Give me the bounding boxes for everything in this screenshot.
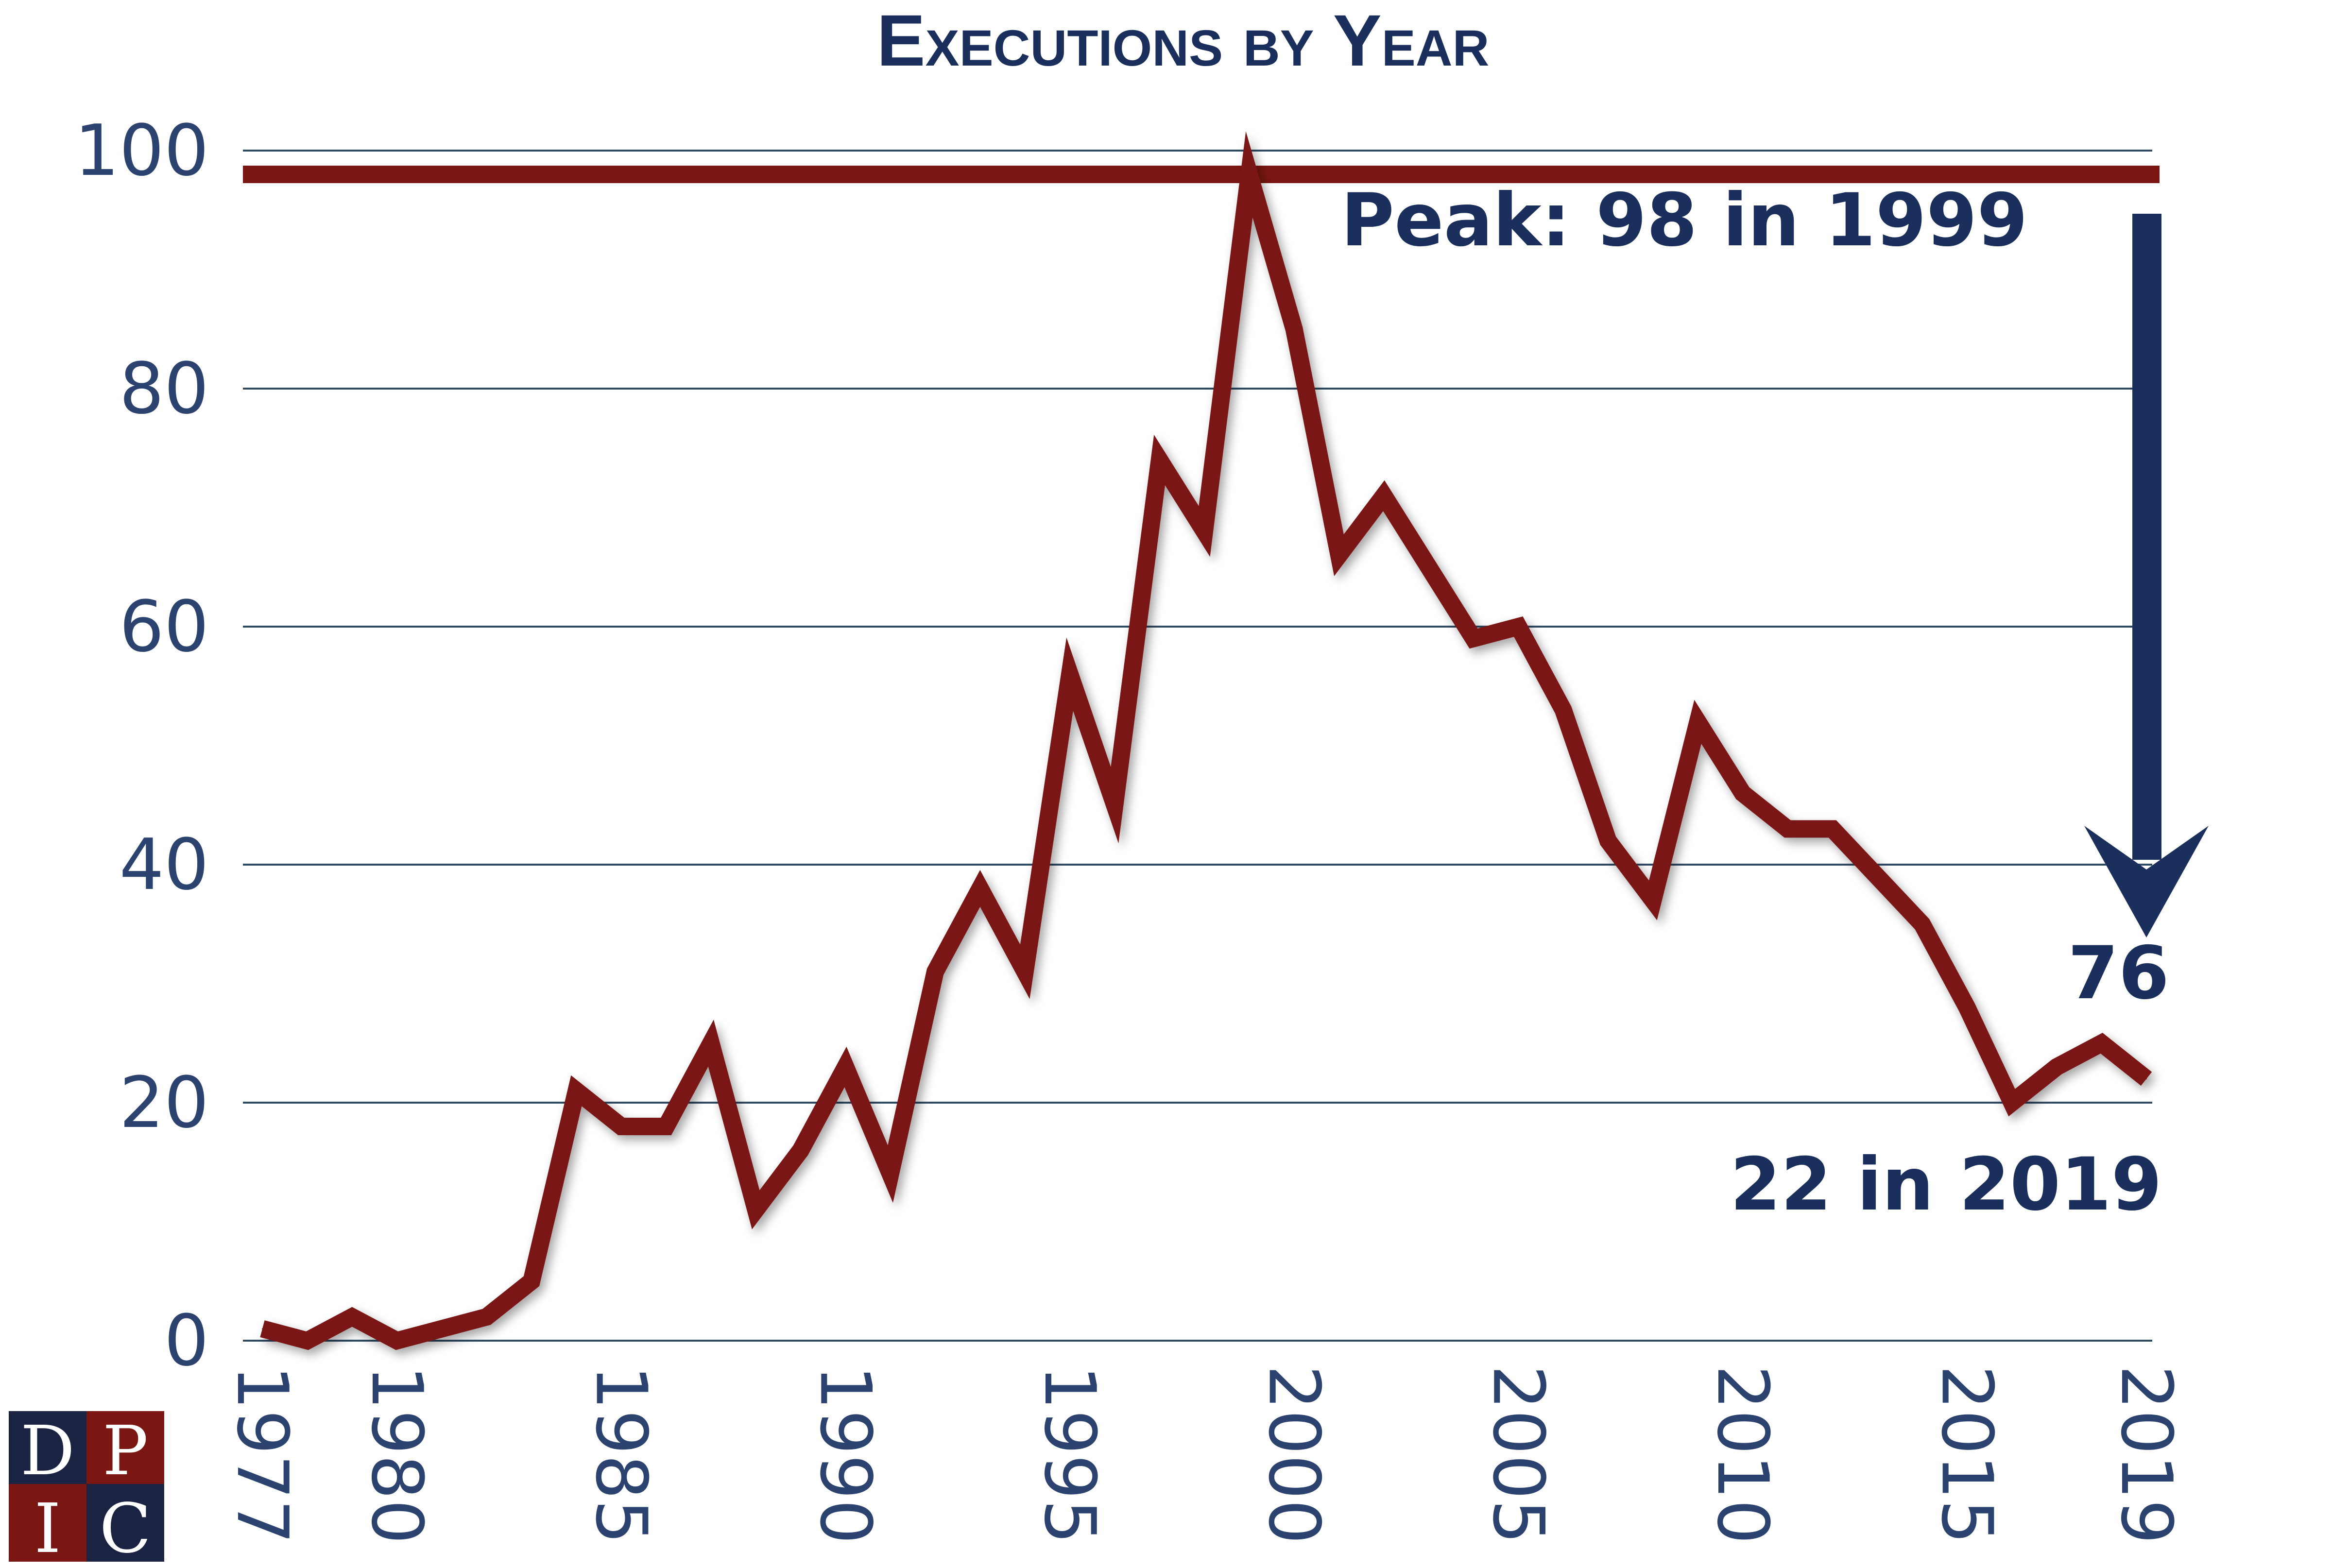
data-point-2007 xyxy=(1608,840,1609,841)
logo-letter-i: I xyxy=(34,1489,61,1568)
logo-letter-d: D xyxy=(20,1412,75,1491)
y-tick-label: 100 xyxy=(74,110,209,192)
data-point-1994 xyxy=(1024,971,1026,972)
latest-annotation: 22 in 2019 xyxy=(1730,1142,2162,1227)
data-point-1985 xyxy=(620,1126,622,1127)
data-point-2005 xyxy=(1518,626,1519,627)
y-tick-label: 20 xyxy=(119,1062,209,1144)
data-point-2010 xyxy=(1742,793,1743,794)
x-axis-ticks: 1977 1980 1985 1990 1995 2000 2005 2010 2015 2019 xyxy=(221,1365,2187,1544)
data-point-1992 xyxy=(935,971,936,972)
data-point-1983 xyxy=(531,1280,532,1282)
x-tick-label: 1985 xyxy=(580,1365,662,1544)
data-point-2001 xyxy=(1338,555,1339,556)
data-point-1999 xyxy=(1249,174,1250,175)
x-tick-label: 2019 xyxy=(2105,1365,2187,1544)
data-point-2019 xyxy=(2146,1078,2147,1079)
data-point-2006 xyxy=(1562,709,1564,711)
data-point-1996 xyxy=(1114,804,1115,806)
data-point-2003 xyxy=(1428,566,1429,568)
data-point-2015 xyxy=(1966,1007,1968,1008)
data-point-2002 xyxy=(1383,495,1385,496)
data-point-2008 xyxy=(1652,900,1654,901)
data-point-2014 xyxy=(1921,923,1923,925)
logo-quadrant-c xyxy=(86,1484,164,1562)
x-tick-label: 1980 xyxy=(356,1365,438,1544)
data-point-1978 xyxy=(307,1340,308,1341)
data-point-1986 xyxy=(666,1126,667,1127)
y-tick-label: 40 xyxy=(119,824,209,906)
grid-lines xyxy=(243,150,2152,1342)
data-point-2012 xyxy=(1832,828,1833,830)
x-tick-label: 1990 xyxy=(804,1365,886,1544)
arrow-shaft xyxy=(2132,214,2161,860)
data-point-1998 xyxy=(1204,531,1205,532)
y-tick-label: 0 xyxy=(164,1300,209,1382)
data-point-1980 xyxy=(396,1340,397,1341)
line-series xyxy=(260,131,2152,1350)
data-point-1995 xyxy=(1069,674,1070,675)
data-point-1987 xyxy=(710,1042,712,1044)
x-tick-label: 2005 xyxy=(1477,1365,1559,1544)
logo-quadrant-p xyxy=(86,1411,164,1484)
data-point-2011 xyxy=(1787,828,1788,830)
x-tick-label: 2015 xyxy=(1926,1365,2008,1544)
data-point-2018 xyxy=(2101,1042,2102,1044)
data-point-1982 xyxy=(486,1316,487,1317)
data-point-2016 xyxy=(2011,1102,2012,1103)
data-point-2004 xyxy=(1473,638,1474,639)
data-point-1993 xyxy=(979,888,981,889)
decline-annotation: 76 xyxy=(2068,931,2169,1016)
y-axis-ticks: 0 20 40 60 80 100 xyxy=(74,110,209,1382)
data-point-2013 xyxy=(1877,876,1878,877)
arrow-head xyxy=(2084,826,2209,937)
x-tick-label: 2000 xyxy=(1253,1365,1335,1544)
logo-quadrant-i xyxy=(9,1484,86,1562)
data-point-1989 xyxy=(800,1150,801,1151)
logo-quadrant-d xyxy=(9,1411,86,1484)
data-point-1991 xyxy=(890,1174,891,1175)
data-point-2000 xyxy=(1293,328,1295,330)
x-tick-label: 2010 xyxy=(1701,1365,1783,1544)
logo-letter-c: C xyxy=(99,1489,151,1568)
peak-annotation: Peak: 98 in 1999 xyxy=(1341,178,2028,263)
data-point-2017 xyxy=(2056,1066,2058,1068)
y-tick-label: 60 xyxy=(119,586,209,668)
x-tick-label: 1977 xyxy=(221,1365,303,1544)
decline-arrow xyxy=(2084,214,2209,937)
data-point-1990 xyxy=(845,1066,846,1068)
y-tick-label: 80 xyxy=(119,348,209,430)
dpic-logo: D P I C xyxy=(9,1411,164,1568)
logo-letter-p: P xyxy=(103,1412,148,1491)
chart-title: Executions by Year xyxy=(877,0,1490,81)
x-tick-label: 1995 xyxy=(1029,1365,1111,1544)
data-point-1979 xyxy=(351,1316,353,1317)
